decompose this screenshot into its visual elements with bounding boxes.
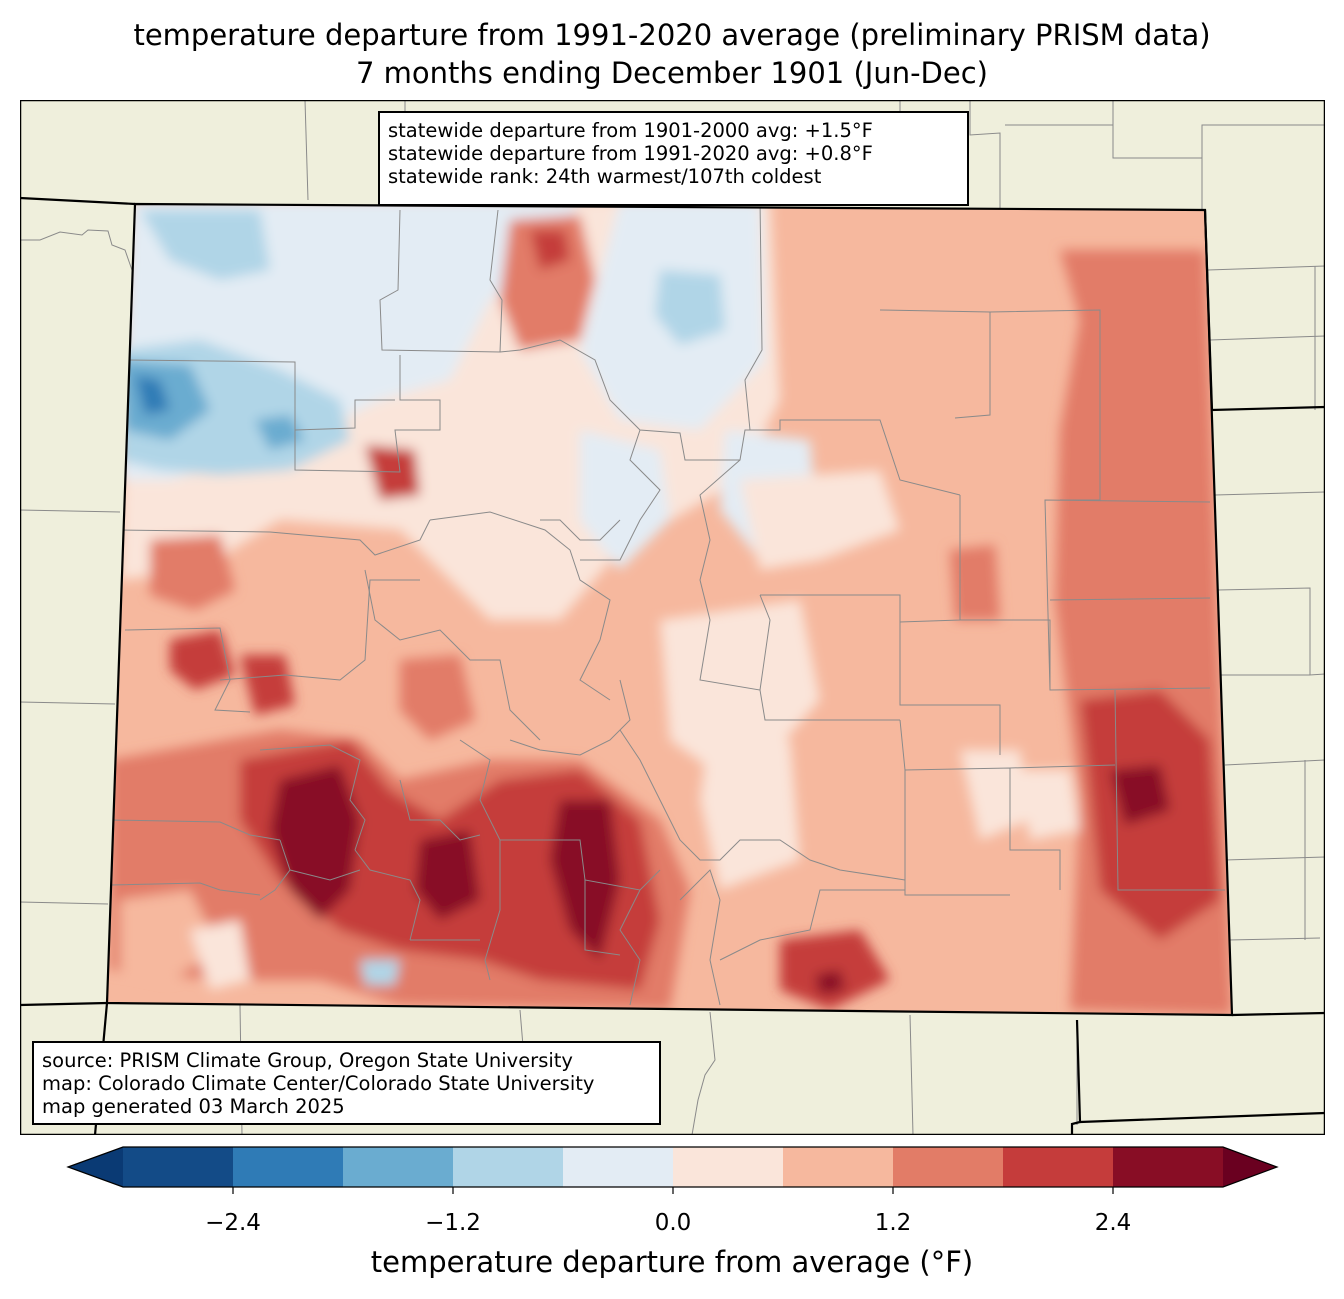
colorbar-extend-high bbox=[1223, 1147, 1277, 1187]
colorbar-tick-label: 0.0 bbox=[654, 1210, 692, 1236]
colorbar-segment bbox=[1113, 1147, 1224, 1187]
colorado-county-lines bbox=[107, 204, 1225, 1006]
temperature-field bbox=[107, 204, 1232, 1015]
source-box: source: PRISM Climate Group, Oregon Stat… bbox=[32, 1041, 661, 1125]
colorbar-tick-label: −2.4 bbox=[205, 1210, 261, 1236]
source-line-1: source: PRISM Climate Group, Oregon Stat… bbox=[42, 1049, 573, 1072]
colorbar-tick-label: −1.2 bbox=[425, 1210, 481, 1236]
colorbar-tick-label: 1.2 bbox=[874, 1210, 912, 1236]
colorbar-extend-low bbox=[68, 1147, 123, 1187]
colorbar-segment bbox=[1003, 1147, 1114, 1187]
colorbar-segment bbox=[673, 1147, 784, 1187]
source-line-3: map generated 03 March 2025 bbox=[42, 1095, 345, 1118]
colorbar-segment bbox=[453, 1147, 564, 1187]
colorbar bbox=[66, 1146, 1279, 1194]
colorbar-segment bbox=[563, 1147, 674, 1187]
stats-line-2: statewide departure from 1991-2020 avg: … bbox=[388, 142, 873, 165]
colorbar-segment bbox=[343, 1147, 454, 1187]
colorbar-segment bbox=[123, 1147, 234, 1187]
colorbar-segment bbox=[893, 1147, 1004, 1187]
colorbar-label: temperature departure from average (°F) bbox=[370, 1245, 974, 1279]
colorbar-outline bbox=[66, 1146, 1279, 1188]
map-subtitle: 7 months ending December 1901 (Jun-Dec) bbox=[356, 56, 988, 90]
source-line-2: map: Colorado Climate Center/Colorado St… bbox=[42, 1072, 595, 1095]
statewide-stats-box: statewide departure from 1901-2000 avg: … bbox=[378, 111, 969, 206]
stats-line-3: statewide rank: 24th warmest/107th colde… bbox=[388, 165, 822, 188]
colorbar-segment bbox=[233, 1147, 344, 1187]
neighbor-county-lines bbox=[20, 100, 1325, 1135]
temperature-map bbox=[20, 100, 1325, 1135]
colorbar-tick-label: 2.4 bbox=[1094, 1210, 1132, 1236]
state-borders bbox=[20, 196, 1325, 1135]
colorbar-segment bbox=[783, 1147, 894, 1187]
stats-line-1: statewide departure from 1901-2000 avg: … bbox=[388, 119, 873, 142]
map-title: temperature departure from 1991-2020 ave… bbox=[133, 18, 1211, 52]
